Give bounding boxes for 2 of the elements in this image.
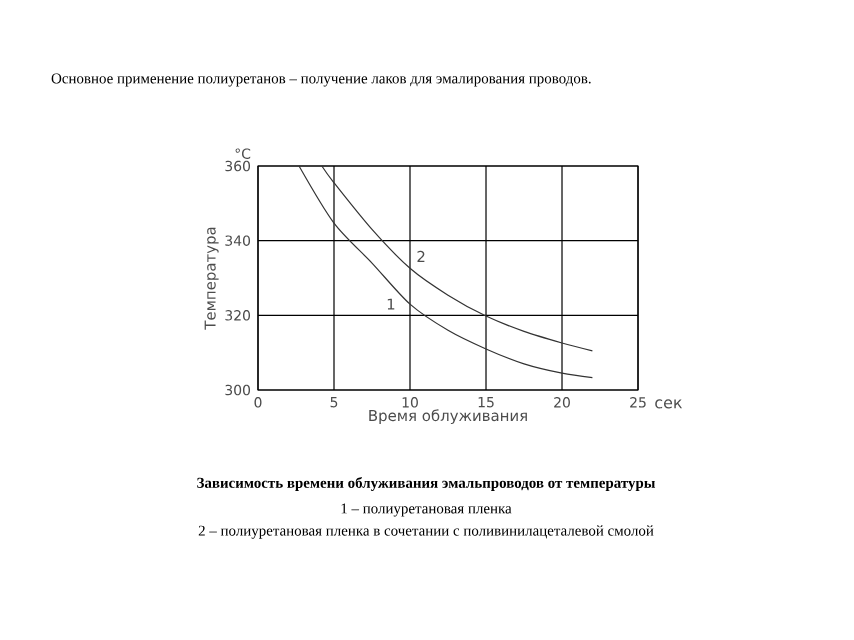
line-series bbox=[298, 165, 594, 379]
line-series bbox=[321, 165, 594, 352]
